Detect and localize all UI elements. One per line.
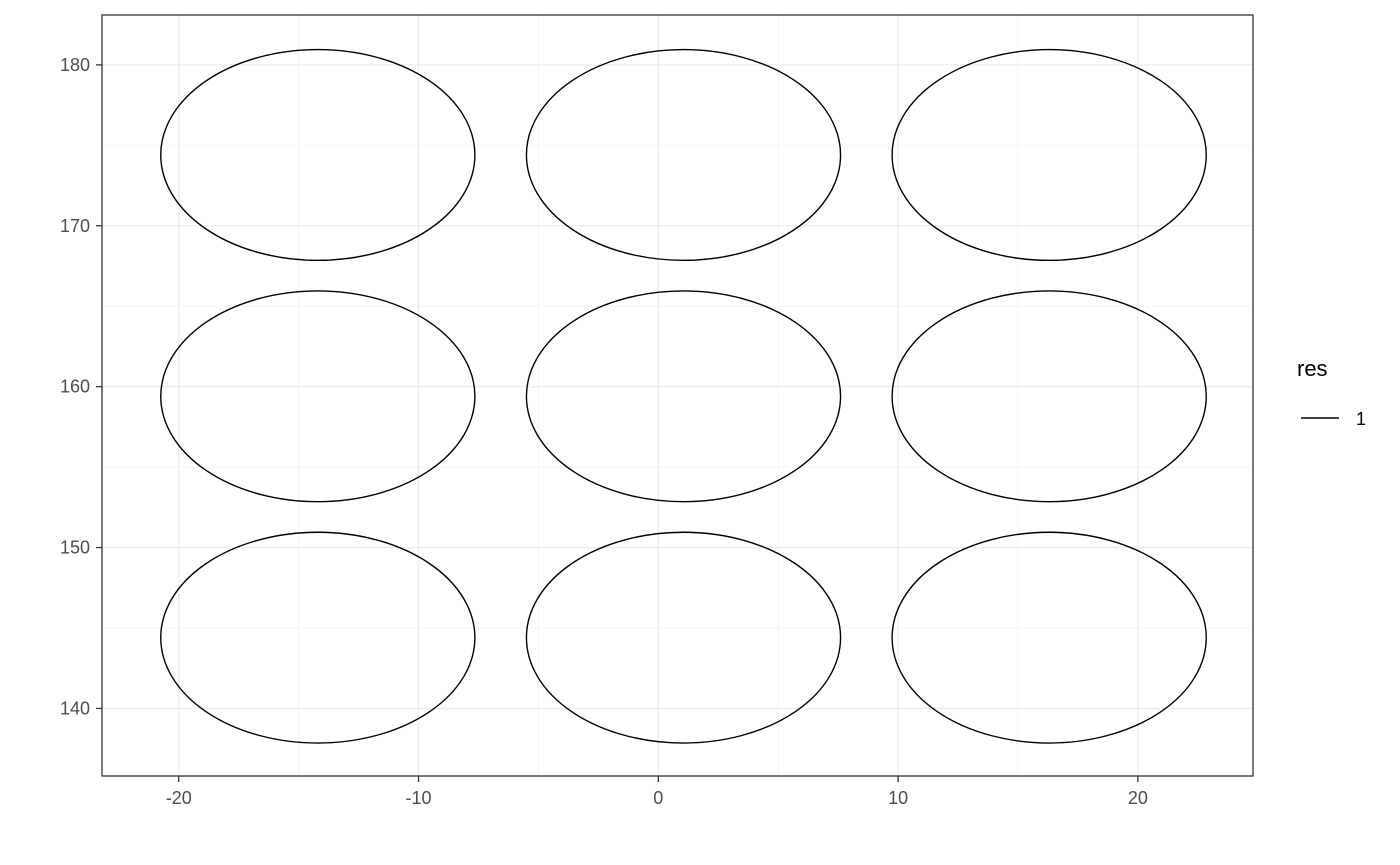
ellipse-1 bbox=[160, 48, 476, 262]
x-tick-label: 10 bbox=[888, 788, 908, 808]
ellipse-4 bbox=[160, 290, 476, 503]
ellipse-5 bbox=[525, 290, 842, 503]
series-1 bbox=[160, 48, 1207, 744]
y-tick-label: 180 bbox=[60, 55, 90, 75]
ellipse-9 bbox=[891, 531, 1207, 744]
legend-label-1: 1 bbox=[1356, 409, 1366, 429]
grid bbox=[102, 15, 1253, 776]
x-tick-label: 20 bbox=[1128, 788, 1148, 808]
panel-border bbox=[101, 14, 1254, 777]
legend-title: res bbox=[1297, 356, 1328, 381]
x-tick-label: -10 bbox=[406, 788, 432, 808]
ellipse-8 bbox=[525, 531, 842, 744]
ellipse-6 bbox=[891, 290, 1207, 503]
x-tick-label: 0 bbox=[653, 788, 663, 808]
legend: res 1 bbox=[1297, 356, 1366, 429]
ellipse-3 bbox=[891, 48, 1207, 262]
axes: -20 -10 0 10 20 140 150 160 170 180 bbox=[60, 55, 1148, 808]
y-tick-label: 170 bbox=[60, 216, 90, 236]
y-tick-label: 160 bbox=[60, 377, 90, 397]
x-tick-label: -20 bbox=[166, 788, 192, 808]
ellipse-2 bbox=[525, 48, 842, 262]
y-tick-label: 140 bbox=[60, 698, 90, 718]
ellipse-7 bbox=[160, 531, 476, 744]
y-tick-label: 150 bbox=[60, 538, 90, 558]
